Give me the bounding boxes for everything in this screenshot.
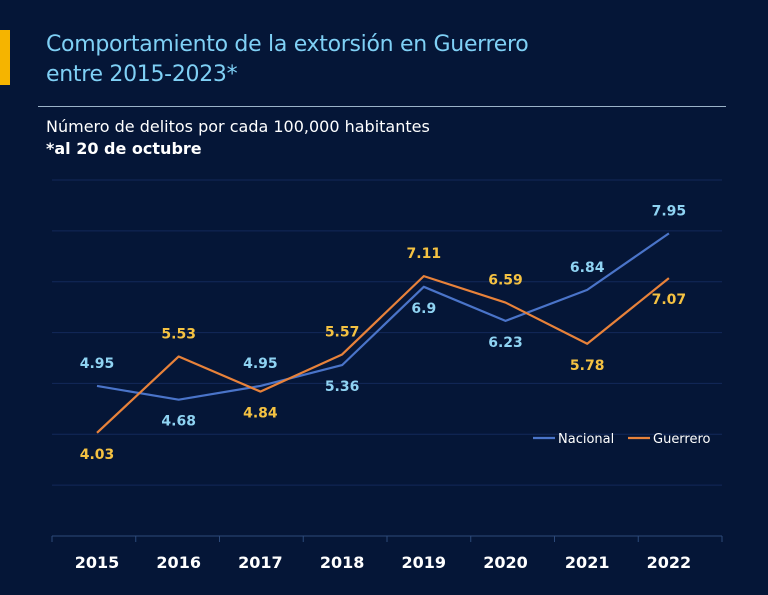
data-label-nacional: 6.84 [570, 260, 605, 276]
title-divider [38, 106, 726, 107]
x-tick-label: 2021 [565, 553, 610, 572]
title-line-1: Comportamiento de la extorsión en Guerre… [46, 32, 529, 57]
x-tick-label: 2022 [647, 553, 692, 572]
x-tick-label: 2019 [402, 553, 447, 572]
x-tick-label: 2015 [75, 553, 120, 572]
series-line-guerrero [96, 275, 670, 434]
chart-note: *al 20 de octubre [46, 139, 202, 158]
chart-subtitle: Número de delitos por cada 100,000 habit… [46, 117, 430, 136]
x-tick-label: 2016 [156, 553, 201, 572]
data-label-nacional: 5.36 [325, 379, 360, 395]
data-label-nacional: 4.68 [161, 414, 196, 430]
data-label-guerrero: 4.03 [80, 447, 115, 463]
gridlines [52, 179, 722, 486]
data-label-guerrero: 7.07 [652, 292, 687, 308]
x-tick-label: 2018 [320, 553, 365, 572]
legend: Nacional Guerrero [533, 432, 711, 447]
legend-label-nacional: Nacional [558, 432, 614, 447]
data-label-nacional: 4.95 [243, 356, 278, 372]
data-label-guerrero: 6.59 [488, 273, 523, 289]
chart-title: Comportamiento de la extorsión en Guerre… [46, 30, 726, 90]
data-label-guerrero: 7.11 [407, 246, 442, 262]
series-lines [96, 232, 670, 434]
data-label-guerrero: 5.78 [570, 358, 605, 374]
x-tick-label: 2017 [238, 553, 283, 572]
data-label-nacional: 6.23 [488, 335, 523, 351]
title-line-2: entre 2015-2023* [46, 62, 238, 87]
accent-bar [0, 30, 10, 85]
x-axis: 2015 2016 2017 2018 2019 2020 2021 2022 [51, 535, 723, 572]
legend-label-guerrero: Guerrero [653, 432, 711, 447]
data-label-nacional: 7.95 [652, 203, 687, 219]
data-label-nacional: 6.9 [411, 301, 436, 317]
data-label-guerrero: 4.84 [243, 406, 278, 422]
data-label-guerrero: 5.57 [325, 324, 360, 340]
series-line-nacional [96, 232, 670, 401]
data-labels: 4.95 4.68 4.95 5.36 6.9 6.23 6.84 7.95 4.03 5.53 4… [80, 203, 686, 462]
x-tick-label: 2020 [483, 553, 528, 572]
data-label-guerrero: 5.53 [161, 326, 196, 342]
data-label-nacional: 4.95 [80, 356, 115, 372]
